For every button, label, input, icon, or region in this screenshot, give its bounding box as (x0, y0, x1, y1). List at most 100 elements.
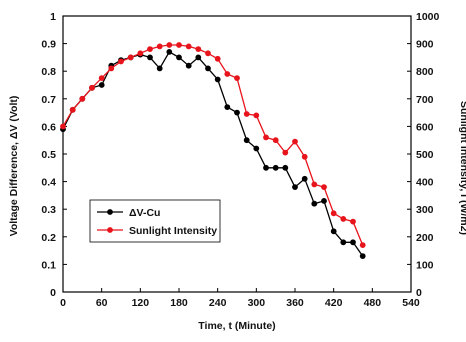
data-point (330, 210, 337, 217)
legend-marker (107, 227, 113, 233)
legend-box (89, 199, 221, 243)
data-point (330, 228, 337, 235)
data-point (340, 216, 347, 222)
x-tick-label: 0 (60, 297, 66, 309)
right-y-tick-label: 1000 (416, 11, 440, 23)
left-y-tick-label: 0.4 (41, 177, 56, 189)
x-tick-label: 480 (364, 297, 382, 309)
data-point (166, 42, 173, 48)
data-point (108, 65, 115, 72)
data-point (147, 54, 153, 61)
left-y-tick-label: 0.8 (41, 66, 56, 78)
data-point (243, 137, 250, 144)
x-tick-label: 300 (248, 297, 266, 309)
left-y-tick-label: 0.2 (41, 232, 56, 244)
data-point (359, 253, 366, 259)
right-y-tick-label: 500 (416, 149, 434, 161)
data-point (137, 50, 144, 57)
legend-marker (107, 209, 113, 215)
data-point (185, 62, 192, 69)
data-point (156, 43, 163, 50)
plot-area: 0 60 120 180 240 300 360 420 480 54000.10.20.30.4… (41, 11, 439, 309)
data-point (176, 54, 182, 61)
data-point (79, 95, 86, 102)
data-point (292, 184, 298, 191)
x-axis-title: Time, t (Minute) (198, 320, 275, 332)
data-point (234, 75, 240, 81)
right-y-tick-label: 900 (416, 39, 434, 51)
data-point (224, 71, 231, 77)
data-point (311, 181, 318, 188)
data-point (156, 65, 163, 72)
x-tick-label: 180 (170, 297, 188, 309)
left-y-tick-label: 0 (50, 287, 56, 299)
data-point (350, 218, 356, 225)
data-point (69, 106, 76, 113)
data-point (243, 111, 250, 117)
right-y-tick-label: 0 (416, 287, 422, 299)
data-point (98, 82, 105, 88)
left-y-tick-label: 1 (50, 11, 56, 23)
left-y-tick-label: 0.5 (41, 149, 56, 161)
data-point (166, 49, 173, 55)
data-point (272, 164, 279, 171)
data-point (224, 104, 231, 110)
data-point (253, 112, 260, 119)
data-point (185, 43, 192, 50)
data-point (234, 109, 240, 116)
right-y-axis-title: Sunlight Intensity, I (W/m2) (458, 101, 466, 235)
data-point (214, 55, 221, 62)
x-tick-label: 120 (132, 297, 150, 309)
left-y-tick-label: 0.9 (41, 39, 56, 51)
data-point (292, 138, 298, 145)
left-y-tick-label: 0.1 (41, 259, 56, 271)
right-y-tick-label: 800 (416, 66, 434, 78)
data-point (147, 46, 153, 52)
left-y-tick-label: 0.3 (41, 204, 56, 216)
data-point (272, 137, 279, 144)
legend-label: ΔV-Cu (129, 207, 160, 219)
data-point (195, 54, 202, 61)
data-point (253, 145, 260, 152)
data-point (176, 42, 182, 48)
data-point (214, 76, 221, 83)
data-point (301, 175, 308, 182)
data-point (205, 65, 211, 72)
left-y-axis-title: Voltage Difference, ΔV (Volt) (8, 96, 20, 237)
data-point (301, 153, 308, 160)
data-point (195, 46, 202, 52)
data-point (60, 123, 66, 130)
right-y-tick-label: 600 (416, 121, 434, 133)
data-point (263, 134, 269, 141)
x-tick-label: 540 (402, 297, 420, 309)
x-tick-label: 360 (286, 297, 304, 309)
x-tick-label: 60 (96, 297, 108, 309)
x-tick-label: 240 (209, 297, 227, 309)
right-y-tick-label: 100 (416, 259, 434, 271)
data-point (127, 54, 134, 61)
data-point (282, 149, 289, 156)
data-point (118, 58, 124, 65)
right-y-tick-label: 700 (416, 94, 434, 106)
data-point (89, 84, 95, 91)
data-point (321, 198, 327, 204)
x-tick-label: 420 (325, 297, 343, 309)
data-point (311, 200, 318, 207)
data-point (282, 164, 289, 171)
right-y-tick-label: 400 (416, 177, 434, 189)
data-point (205, 50, 211, 57)
left-y-tick-label: 0.6 (41, 121, 56, 133)
legend-label: Sunlight Intensity (129, 225, 217, 237)
data-point (321, 184, 327, 191)
data-point (350, 239, 356, 246)
legend: ΔV-Cu Sunlight Intensity (89, 199, 221, 243)
data-point (263, 164, 269, 171)
left-y-tick-label: 0.7 (41, 94, 56, 106)
data-point (359, 242, 366, 249)
right-y-tick-label: 200 (416, 232, 434, 244)
data-point (98, 75, 105, 81)
right-y-tick-label: 300 (416, 204, 434, 216)
data-point (340, 239, 347, 246)
